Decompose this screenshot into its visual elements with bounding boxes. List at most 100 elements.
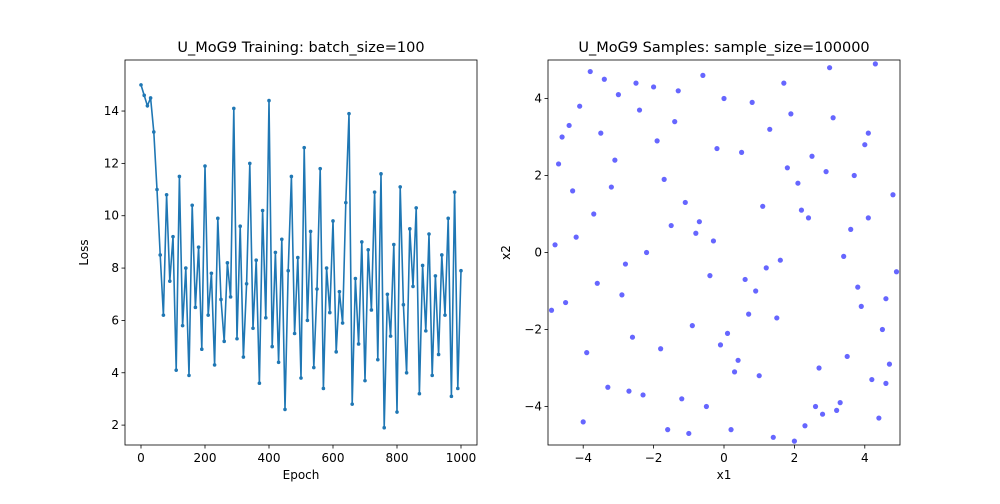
sample-point	[570, 188, 576, 194]
x-tick-label: 4	[861, 451, 869, 465]
x-tick-label: 1000	[446, 451, 477, 465]
loss-marker	[308, 229, 313, 234]
plot-area	[548, 61, 900, 444]
y-tick-label: 6	[111, 313, 119, 327]
loss-marker	[315, 287, 319, 291]
sample-point	[869, 376, 875, 383]
y-tick-label: 12	[104, 156, 119, 170]
sample-point	[577, 103, 583, 109]
sample-point	[728, 427, 734, 433]
loss-marker	[340, 321, 345, 325]
sample-point	[844, 353, 850, 360]
sample-point	[724, 330, 731, 336]
loss-marker	[440, 253, 444, 257]
sample-point	[890, 192, 896, 198]
loss-marker	[260, 208, 265, 213]
sample-point	[893, 269, 900, 275]
plot-area	[139, 83, 463, 430]
sample-point	[693, 230, 699, 236]
loss-marker	[328, 310, 332, 315]
loss-marker	[356, 342, 361, 346]
sample-point	[594, 280, 600, 286]
sample-point	[668, 222, 674, 229]
loss-marker	[193, 305, 198, 310]
sample-point	[636, 107, 643, 113]
loss-marker	[414, 206, 419, 210]
sample-point	[742, 276, 748, 283]
y-tick-label: 2	[534, 169, 542, 183]
x-tick-label: 0	[720, 451, 728, 465]
sample-point	[633, 80, 639, 86]
loss-marker	[337, 289, 342, 294]
loss-marker	[376, 357, 380, 362]
sample-point	[622, 261, 629, 267]
sample-point	[717, 342, 724, 348]
x-tick-label: 600	[322, 451, 345, 465]
loss-marker	[187, 373, 191, 378]
sample-point	[598, 130, 604, 136]
sample-point	[883, 296, 889, 302]
loss-marker	[318, 166, 323, 171]
sample-point	[626, 388, 632, 394]
loss-marker	[433, 274, 438, 278]
y-tick-label: −2	[524, 323, 542, 337]
loss-marker	[196, 245, 201, 249]
loss-marker	[228, 295, 233, 299]
sample-point	[584, 350, 590, 356]
sample-point	[777, 257, 783, 263]
loss-marker	[331, 219, 335, 223]
loss-marker	[452, 190, 457, 194]
loss-marker	[155, 187, 159, 192]
sample-point	[696, 219, 702, 225]
sample-point	[679, 396, 685, 402]
sample-point	[865, 215, 871, 221]
sample-point	[848, 226, 854, 232]
loss-marker	[401, 302, 406, 307]
sample-point	[601, 76, 607, 82]
loss-marker	[321, 386, 326, 391]
loss-marker	[254, 258, 258, 263]
y-tick-label: 10	[104, 209, 119, 223]
sample-point	[872, 61, 878, 67]
loss-marker	[347, 111, 351, 116]
sample-point	[608, 184, 614, 190]
sample-point	[605, 384, 611, 390]
sample-point	[739, 149, 745, 155]
loss-marker	[382, 425, 387, 430]
sample-point	[809, 153, 815, 159]
loss-marker	[244, 281, 249, 286]
sample-point	[661, 176, 667, 182]
sample-point	[816, 365, 822, 371]
loss-marker	[283, 407, 287, 412]
loss-marker	[142, 93, 146, 98]
sample-point	[619, 292, 625, 298]
loss-marker	[398, 185, 403, 189]
loss-marker	[177, 174, 182, 179]
sample-point	[753, 288, 759, 294]
loss-marker	[395, 410, 399, 414]
sample-point	[834, 407, 840, 413]
sample-point	[700, 72, 706, 78]
sample-point	[827, 65, 833, 71]
y-tick-label: 14	[104, 104, 119, 118]
sample-point	[767, 126, 773, 132]
sample-point	[555, 161, 562, 167]
axes-frame	[124, 59, 478, 446]
loss-marker	[180, 323, 185, 328]
sample-point	[563, 299, 569, 306]
sample-point	[788, 111, 794, 117]
loss-marker	[206, 313, 210, 317]
y-tick-label: 2	[111, 418, 119, 432]
y-axis-label: x2	[499, 245, 513, 260]
loss-marker	[200, 347, 204, 352]
loss-marker	[302, 145, 307, 150]
loss-marker	[273, 250, 278, 255]
y-tick-label: 8	[111, 261, 119, 275]
sample-point	[612, 157, 618, 163]
sample-point	[731, 369, 738, 375]
loss-marker	[292, 331, 297, 336]
sample-point	[749, 99, 755, 105]
loss-marker	[264, 316, 268, 320]
sample-point	[707, 273, 713, 279]
